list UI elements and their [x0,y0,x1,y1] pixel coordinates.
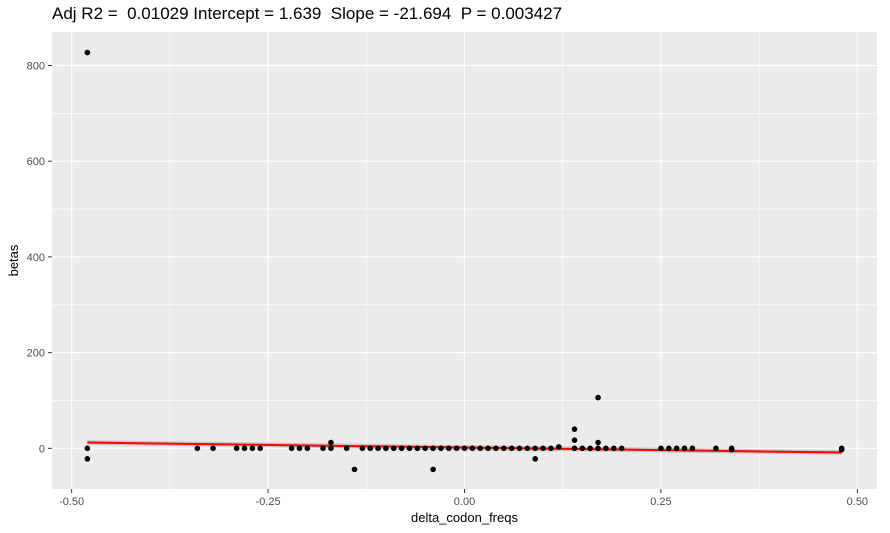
data-point [571,426,578,432]
x-tick-label: 0.50 [847,496,868,508]
data-point [296,445,303,452]
data-point [453,445,460,452]
data-point [328,445,334,452]
data-point [579,445,586,452]
data-point [524,445,531,452]
data-point [658,445,664,452]
data-point [493,445,499,452]
data-point [445,445,452,452]
data-point [359,445,366,452]
data-point [595,439,601,446]
data-point [500,445,507,452]
data-point [438,445,444,452]
data-point [320,445,326,452]
data-point [595,445,601,452]
y-tick-label: 400 [27,252,45,264]
data-point [673,445,680,452]
data-point [390,445,397,452]
data-point [618,445,625,452]
data-point [595,394,601,401]
data-point [288,445,295,452]
y-tick-label: 800 [27,60,45,72]
data-point [571,445,578,452]
x-tick-label: -0.50 [59,496,84,508]
data-point [532,445,539,452]
y-tick-label: 600 [27,156,45,168]
y-axis-title: betas [6,244,21,276]
data-point [548,445,554,452]
data-point [414,445,421,452]
data-point [304,445,311,452]
data-point [406,445,413,452]
data-point [343,445,350,452]
data-point [555,444,562,450]
data-point [540,445,546,452]
y-axis: 0 200 400 600 800 [27,60,52,455]
data-point [571,437,578,443]
data-point [610,445,617,452]
x-tick-label: 0.25 [650,496,671,508]
data-point [532,456,539,462]
data-point [603,445,609,452]
data-point [328,439,334,446]
y-tick-label: 200 [27,348,45,360]
data-point [681,445,688,452]
x-axis-title: delta_codon_freqs [411,510,518,525]
data-point [713,445,719,452]
data-point [351,466,358,473]
data-point [257,445,264,452]
data-point [469,445,476,452]
data-point [241,445,248,452]
x-tick-label: -0.25 [256,496,281,508]
chart-title: Adj R2 = 0.01029 Intercept = 1.639 Slope… [52,4,563,23]
x-tick-label: 0.00 [454,496,475,508]
data-point [461,445,468,452]
data-point [84,445,91,452]
data-point [430,466,436,473]
data-point [665,445,672,452]
data-point [838,446,845,453]
data-point [249,445,256,452]
data-point [477,445,484,452]
data-point [422,445,429,452]
data-point [430,445,436,452]
data-point [398,445,405,452]
data-point [485,445,491,452]
major-gridlines [52,32,877,489]
data-point [516,445,523,452]
data-point [194,445,201,452]
data-points [84,49,845,473]
data-point [587,445,594,452]
data-point [210,445,216,452]
data-point [508,445,515,452]
x-axis: -0.50 -0.25 0.00 0.25 0.50 [59,489,868,508]
data-point [233,445,240,452]
data-point [728,446,735,453]
data-point [375,445,381,452]
y-tick-label: 0 [39,443,45,455]
data-point [383,445,389,452]
data-point [84,49,91,56]
data-point [367,445,374,452]
data-point [84,456,91,462]
data-point [689,445,696,452]
